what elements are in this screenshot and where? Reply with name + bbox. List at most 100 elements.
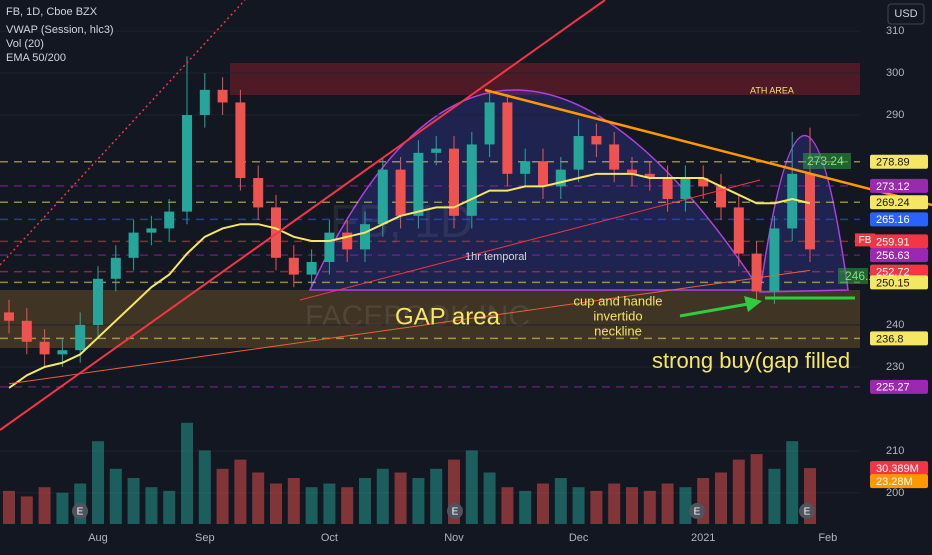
candle-body xyxy=(644,173,655,179)
x-tick-label: Sep xyxy=(195,532,215,544)
candle-body xyxy=(484,102,495,145)
price-badge-label: 273.12 xyxy=(876,181,910,193)
earnings-label: E xyxy=(452,507,459,518)
price-badge xyxy=(870,234,928,249)
candle-body xyxy=(520,161,531,174)
symbol-tag xyxy=(855,233,875,247)
trend-line xyxy=(0,0,606,431)
candle-body xyxy=(253,178,264,208)
volume-bar xyxy=(163,490,176,524)
resistance-line xyxy=(484,88,932,207)
candle-body xyxy=(591,136,602,145)
volume-bar xyxy=(501,487,514,524)
price-badge xyxy=(870,379,928,394)
candle-body xyxy=(235,102,246,179)
candle-body xyxy=(502,102,513,174)
y-tick-label: 210 xyxy=(886,445,904,457)
candle-body xyxy=(57,350,68,355)
volume-bar xyxy=(109,468,122,524)
volume-bar xyxy=(643,490,656,524)
volume-bar xyxy=(537,483,549,524)
candle-body xyxy=(324,232,335,262)
volume-bar xyxy=(376,468,389,524)
candle-body xyxy=(716,186,726,208)
support-label: 246.1 xyxy=(845,269,875,283)
candle-body xyxy=(787,173,798,229)
volume-bar xyxy=(198,450,211,524)
price-badge-label: 278.89 xyxy=(876,157,910,169)
candle-body xyxy=(680,178,691,200)
volume-badge-label: 30.389M xyxy=(876,463,919,475)
indicator-line xyxy=(8,172,811,389)
price-badge-label: 256.63 xyxy=(876,250,910,262)
y-tick-label: 200 xyxy=(886,487,904,499)
cup-label: cup and handle xyxy=(574,293,663,308)
candle-body xyxy=(377,169,388,225)
volume-bar xyxy=(38,487,51,524)
indicator-line xyxy=(8,269,811,385)
currency[interactable]: USD xyxy=(894,8,917,20)
candle-body xyxy=(360,224,370,250)
volume-badge-label: 23.28M xyxy=(876,476,913,488)
earnings-marker xyxy=(689,503,705,519)
symbol-tag-label: FB xyxy=(859,235,872,246)
candle-body xyxy=(21,320,32,342)
x-tick-label: Dec xyxy=(569,532,589,544)
price-badge xyxy=(870,212,928,227)
volume-bar xyxy=(715,472,727,524)
price-badge-label: 269.24 xyxy=(876,197,910,209)
candle-body xyxy=(466,144,477,216)
candle-body xyxy=(395,169,406,216)
price-badge xyxy=(870,195,928,210)
trend-line-dotted xyxy=(0,0,246,266)
y-tick-label: 310 xyxy=(886,25,904,37)
ath-zone xyxy=(230,63,860,95)
volume-bar xyxy=(323,483,336,524)
price-badge-label: 225.27 xyxy=(876,382,910,394)
volume-bar xyxy=(127,478,140,524)
volume-bar xyxy=(465,450,478,524)
volume-bar xyxy=(590,490,603,524)
x-tick-label: Feb xyxy=(818,532,837,544)
x-tick-label: Oct xyxy=(321,532,338,544)
candle-body xyxy=(449,148,459,216)
candle-body xyxy=(413,152,424,216)
volume-bar xyxy=(56,492,69,524)
price-badge-label: 250.15 xyxy=(876,277,910,289)
volume-bar xyxy=(483,472,496,524)
volume-bar xyxy=(661,483,674,524)
candle-body xyxy=(805,173,815,250)
volume-bar xyxy=(394,472,407,524)
indicator: Vol (20) xyxy=(6,38,44,50)
indicator: VWAP (Session, hlc3) xyxy=(6,24,114,36)
candle-body xyxy=(609,144,620,170)
candle-body xyxy=(431,148,442,153)
candle-body xyxy=(217,89,228,103)
volume-bar xyxy=(287,478,300,524)
volume-bar xyxy=(216,468,229,524)
gap-label: GAP area xyxy=(395,303,501,330)
earnings-label: E xyxy=(694,507,701,518)
candle-body xyxy=(751,253,762,292)
currency-button[interactable] xyxy=(887,3,925,25)
indicator: EMA 50/200 xyxy=(6,52,66,64)
candle-body xyxy=(342,232,353,250)
ath-label: ATH AREA xyxy=(750,85,794,95)
volume-bar xyxy=(750,454,763,524)
price-badge-label: 236.8 xyxy=(876,333,904,345)
volume-bar xyxy=(626,487,638,524)
candle-body xyxy=(199,89,210,116)
earnings-marker xyxy=(72,503,88,519)
volume-bar xyxy=(181,422,193,524)
candle-body xyxy=(306,262,317,275)
earnings-label: E xyxy=(804,507,811,518)
candle-body xyxy=(128,232,139,258)
x-tick-label: 2021 xyxy=(691,532,715,544)
symbol-title: FB, 1D, Cboe BZX xyxy=(6,6,98,18)
price-badge-label: 265.16 xyxy=(876,214,910,226)
volume-bar xyxy=(270,483,282,524)
candle-body xyxy=(93,278,103,325)
volume-bar xyxy=(92,441,104,524)
candle-body xyxy=(769,228,780,292)
candle-body xyxy=(698,178,709,187)
